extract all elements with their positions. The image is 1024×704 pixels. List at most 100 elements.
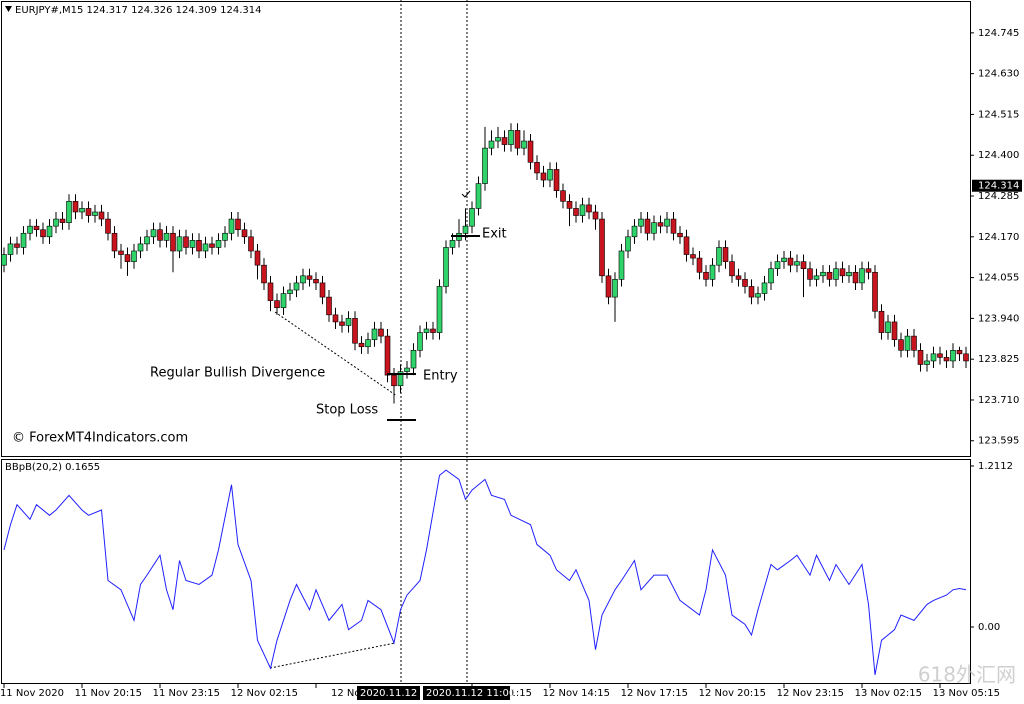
candle-body xyxy=(176,236,183,252)
x-tick-label: 12 Nov 02:15 xyxy=(231,688,298,699)
candle-body xyxy=(618,250,625,280)
y-tick-label: 124.630 xyxy=(978,69,1019,80)
candle-body xyxy=(800,261,807,270)
candle-body xyxy=(150,229,157,238)
candle-body xyxy=(631,225,638,238)
candle-body xyxy=(14,243,20,248)
annotation: Stop Loss xyxy=(316,403,378,418)
candle-body xyxy=(306,275,313,280)
candle-body xyxy=(820,271,826,277)
candle-body xyxy=(553,169,560,191)
candle-body xyxy=(20,232,27,248)
annotation: Regular Bullish Divergence xyxy=(150,366,325,381)
candle-body xyxy=(404,367,410,372)
candle-body xyxy=(384,335,391,376)
candle-body xyxy=(963,353,969,362)
y-tick-label: 124.285 xyxy=(978,191,1019,202)
marks xyxy=(1,123,969,675)
candle-body xyxy=(547,169,553,181)
last-price-label: 124.314 xyxy=(978,181,1019,192)
candle-body xyxy=(729,261,735,277)
candle-body xyxy=(625,236,631,252)
y-tick-label: 123.710 xyxy=(978,395,1019,406)
candle-body xyxy=(917,350,924,365)
candle-body xyxy=(105,218,111,234)
candle-body xyxy=(748,286,755,298)
candle-body xyxy=(391,374,397,387)
candle-body xyxy=(423,328,430,333)
candle-body xyxy=(950,350,956,362)
candle-body xyxy=(937,353,943,358)
candle-body xyxy=(566,201,573,209)
candle-body xyxy=(755,293,761,298)
candle-body xyxy=(189,240,196,248)
candle-body xyxy=(267,282,274,301)
candle-body xyxy=(196,240,202,252)
x-tick-label: 11 Nov 2020 xyxy=(0,688,64,699)
symbol-arrow xyxy=(5,6,12,12)
x-tick-label: 11 Nov 23:15 xyxy=(153,688,220,699)
candle-body xyxy=(462,225,469,234)
candle-body xyxy=(677,232,683,238)
candle-body xyxy=(378,328,384,337)
candle-body xyxy=(865,268,872,273)
candle-body xyxy=(66,201,72,223)
candle-body xyxy=(170,232,176,252)
candle-body xyxy=(131,250,137,262)
candle-body xyxy=(144,236,150,245)
y-tick-label: 0.00 xyxy=(978,622,1000,633)
candle-body xyxy=(560,190,566,202)
candle-body xyxy=(612,279,618,298)
y-tick-label: 123.595 xyxy=(978,436,1019,447)
candle-body xyxy=(397,371,404,387)
candle-body xyxy=(111,232,118,252)
indicator-panel-frame xyxy=(1,459,971,684)
copyright: © ForexMT4Indicators.com xyxy=(12,431,188,446)
candle-body xyxy=(202,243,209,252)
candle-body xyxy=(703,271,709,280)
candle-body xyxy=(163,232,170,241)
candle-body xyxy=(501,137,508,145)
candle-body xyxy=(248,236,254,252)
candle-body xyxy=(885,321,891,333)
candle-body xyxy=(651,222,657,234)
candle-body xyxy=(332,314,339,323)
candle-body xyxy=(124,254,131,262)
candle-body xyxy=(924,360,930,365)
candle-body xyxy=(930,353,937,362)
time-marker-box xyxy=(423,686,510,700)
candle-body xyxy=(358,342,365,348)
candle-body xyxy=(722,247,729,262)
candle-body xyxy=(852,271,859,284)
indicator-title: BBpB(20,2) 0.1655 xyxy=(5,462,100,473)
candle-body xyxy=(261,264,267,284)
candle-body xyxy=(183,236,189,248)
candle-body xyxy=(833,268,839,280)
candle-body xyxy=(215,240,222,248)
candle-body xyxy=(241,229,248,238)
chart-title: EURJPY#,M15 124.317 124.326 124.309 124.… xyxy=(15,5,262,16)
candle-body xyxy=(209,243,215,248)
candle-body xyxy=(579,204,586,216)
x-tick-label: 13 Nov 05:15 xyxy=(933,688,1000,699)
candle-body xyxy=(313,279,319,284)
time-marker-box xyxy=(357,686,420,700)
candle-body xyxy=(690,254,696,259)
candle-body xyxy=(527,140,534,163)
candle-body xyxy=(904,335,911,351)
candle-body xyxy=(826,271,833,280)
candle-body xyxy=(768,268,774,284)
candle-body xyxy=(891,321,898,340)
candle-body xyxy=(599,218,605,277)
candle-body xyxy=(430,328,436,333)
y-tick-label: 124.400 xyxy=(978,150,1019,161)
candle-body xyxy=(521,140,527,149)
candle-body xyxy=(92,211,98,216)
candle-body xyxy=(352,318,358,344)
y-tick-label: 1.2112 xyxy=(978,461,1013,472)
candle-body xyxy=(787,257,794,266)
price-panel-frame xyxy=(1,1,971,457)
candle-body xyxy=(482,147,488,184)
